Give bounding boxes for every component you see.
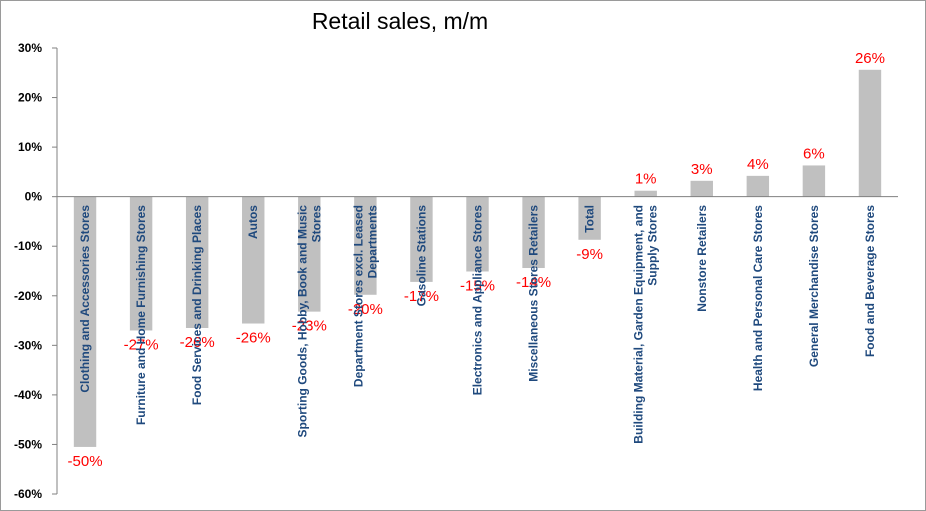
data-label: -14%: [516, 274, 551, 291]
y-tick-label: -60%: [14, 487, 42, 501]
data-label: -20%: [348, 301, 383, 318]
bar: [634, 190, 657, 197]
category-label: Food Services and Drinking Places: [190, 205, 204, 405]
data-label: -50%: [68, 453, 103, 470]
data-label: 3%: [691, 161, 713, 178]
bar: [466, 196, 489, 272]
y-tick-label: 10%: [18, 140, 42, 154]
data-label: -17%: [404, 288, 439, 305]
category-label: Stores: [309, 205, 323, 243]
axes-group: [52, 47, 898, 495]
category-label: Departments: [365, 205, 379, 279]
bar: [578, 196, 601, 240]
y-tick-label: -20%: [14, 289, 42, 303]
category-label: Nonstore Retailers: [695, 205, 709, 312]
bar: [129, 196, 153, 331]
category-label: Department Stores excl. Leased: [351, 205, 365, 387]
category-label: Gasoline Stations: [414, 205, 428, 307]
y-tick-label: -10%: [14, 239, 42, 253]
data-label: -26%: [236, 330, 271, 347]
y-tick-label: -40%: [14, 388, 42, 402]
bar: [410, 196, 433, 282]
category-labels: Clothing and Accessories Stores Furniture…: [78, 205, 877, 444]
bar: [354, 196, 377, 295]
data-label: -15%: [460, 277, 495, 294]
category-label: Total: [583, 205, 597, 233]
category-label: Clothing and Accessories Stores: [78, 205, 92, 393]
y-tick-labels: 30% 20% 10% 0% -10% -20% -30% -40% -50% -60%: [14, 41, 42, 501]
category-label: Furniture and Home Furnishing Stores: [134, 205, 148, 425]
category-label: Sporting Goods, Hobby, Book and Music: [295, 205, 309, 438]
data-label: -26%: [180, 334, 215, 351]
chart-title: Retail sales, m/m: [311, 8, 489, 34]
data-label: 6%: [803, 145, 825, 162]
category-label: Health and Personal Care Stores: [751, 205, 765, 391]
data-label: -9%: [576, 246, 603, 263]
data-labels: -50% -27% -26% -26% -23% -20% -17% -15% -14% -9% 1…: [68, 50, 885, 470]
data-label: -27%: [124, 336, 159, 353]
bar: [73, 196, 97, 447]
bar: [802, 165, 826, 197]
category-label: Miscellaneous Stores Retailers: [527, 205, 541, 382]
bar: [858, 69, 882, 197]
y-tick-label: 0%: [25, 190, 43, 204]
data-label: -23%: [292, 318, 327, 335]
bar: [746, 175, 770, 197]
bar: [298, 196, 321, 312]
data-label: 1%: [635, 171, 657, 188]
bar: [690, 180, 713, 197]
y-tick-label: -30%: [14, 338, 42, 352]
y-tick-label: 30%: [18, 41, 42, 55]
data-label: 4%: [747, 156, 769, 173]
category-label: Building Material, Garden Equipment, and: [632, 205, 646, 444]
category-label: General Merchandise Stores: [807, 205, 821, 367]
bar: [242, 196, 265, 324]
data-label: 26%: [855, 50, 885, 67]
y-tick-label: -50%: [14, 437, 42, 451]
bar: [185, 196, 209, 328]
bars-group: [73, 69, 882, 447]
category-label: Autos: [246, 205, 260, 239]
category-label: Electronics and Appliance Stores: [471, 205, 485, 396]
bar: [522, 196, 545, 269]
y-tick-label: 20%: [18, 91, 42, 105]
category-label: Food and Beverage Stores: [863, 205, 877, 357]
category-label: Supply Stores: [646, 205, 660, 286]
